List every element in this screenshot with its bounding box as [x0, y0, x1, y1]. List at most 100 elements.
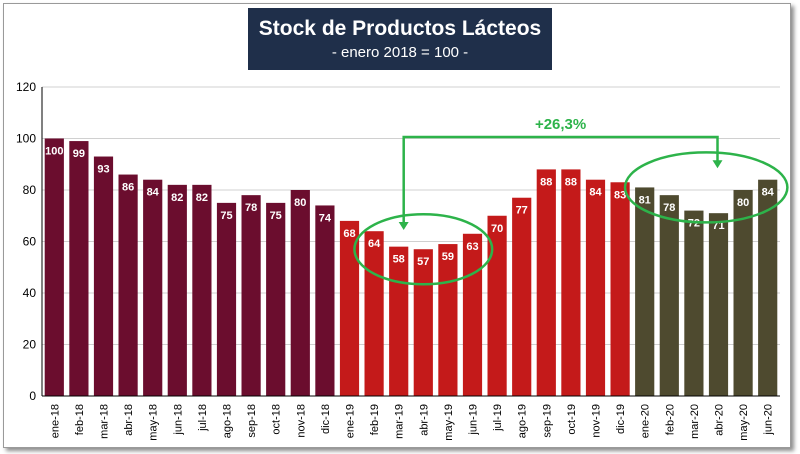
- bar-value-label: 75: [270, 210, 282, 222]
- bar-value-label: 74: [319, 212, 332, 224]
- y-tick-label: 20: [23, 338, 37, 352]
- y-tick-label: 100: [16, 132, 36, 146]
- bar: [167, 184, 187, 396]
- bar-value-label: 78: [663, 202, 675, 214]
- bar-value-label: 99: [73, 148, 85, 160]
- bar: [192, 184, 212, 396]
- bar-value-label: 70: [491, 223, 503, 235]
- bars: 100 99 93 86 84 82 82 75 78 75 80 74 68 64 58 57 59 63 70 7…: [44, 138, 778, 396]
- bar: [462, 233, 483, 396]
- bar: [364, 231, 384, 396]
- bar-value-label: 78: [245, 202, 257, 214]
- bar: [241, 195, 261, 396]
- bar-value-label: 88: [565, 176, 577, 188]
- bar: [315, 205, 335, 396]
- x-tick-label: sep-19: [541, 404, 553, 438]
- bar-value-label: 86: [122, 182, 134, 194]
- x-tick-label: ene-18: [49, 404, 61, 438]
- bar: [635, 187, 655, 396]
- bar: [733, 190, 753, 396]
- x-tick-label: feb-18: [74, 404, 86, 435]
- bar: [93, 156, 114, 396]
- x-tick-label: jul-19: [492, 404, 504, 432]
- x-tick-label: jun-19: [468, 404, 480, 436]
- bar-value-label: 68: [343, 228, 355, 240]
- gridlines: [42, 86, 780, 345]
- x-tick-label: abr-19: [418, 404, 430, 436]
- x-tick-label: jul-18: [197, 404, 209, 432]
- bar: [708, 213, 729, 396]
- axes: 0 20 40 60 80 100 120 ene-18 feb-18 mar-18 abr-18 m…: [16, 80, 780, 441]
- x-tick-label: ene-19: [345, 404, 357, 438]
- bar: [610, 182, 630, 396]
- bar: [266, 202, 286, 396]
- bar: [413, 249, 433, 396]
- x-tick-label: ago-19: [517, 404, 529, 438]
- annotation: +26,3%: [353, 116, 789, 286]
- x-tick-label: ene-20: [640, 404, 652, 438]
- bar-value-label: 100: [45, 146, 63, 158]
- chart-title: Stock de Productos Lácteos: [258, 17, 542, 40]
- bar: [69, 141, 89, 396]
- bar-value-label: 80: [294, 197, 306, 209]
- bar-value-label: 81: [639, 194, 651, 206]
- x-tick-label: jun-18: [172, 404, 184, 436]
- bar-value-label: 57: [417, 256, 429, 268]
- y-tick-label: 60: [23, 235, 37, 249]
- annotation-text: +26,3%: [535, 116, 586, 133]
- x-tick-label: oct-19: [566, 404, 578, 435]
- bar: [659, 195, 679, 396]
- x-tick-label: may-18: [148, 404, 160, 441]
- x-tick-label: mar-19: [394, 404, 406, 439]
- bar-value-label: 75: [220, 210, 232, 222]
- bar-value-label: 84: [147, 187, 160, 199]
- bar: [339, 220, 360, 396]
- bar-value-label: 58: [393, 254, 405, 266]
- bar: [389, 246, 409, 396]
- x-tick-label: dic-19: [615, 404, 627, 434]
- bar-value-label: 64: [368, 238, 381, 250]
- x-tick-label: may-19: [443, 404, 455, 441]
- x-tick-label: ago-18: [222, 404, 234, 438]
- bar: [438, 244, 458, 396]
- bar-value-label: 63: [466, 241, 478, 253]
- bar-value-label: 72: [688, 218, 700, 230]
- bar-value-label: 83: [614, 189, 626, 201]
- bar: [143, 179, 163, 396]
- bar-value-label: 84: [589, 187, 602, 199]
- y-tick-label: 120: [16, 80, 36, 94]
- bar: [512, 197, 532, 396]
- bar: [758, 179, 778, 396]
- chart-subtitle: - enero 2018 = 100 -: [331, 44, 469, 61]
- bar: [585, 179, 606, 396]
- arrow-head: [712, 160, 723, 169]
- bar-value-label: 80: [737, 197, 749, 209]
- x-tick-label: jun-20: [763, 404, 775, 436]
- x-tick-label: abr-20: [714, 404, 726, 436]
- x-tick-label: mar-18: [99, 404, 111, 439]
- bar-value-label: 82: [171, 192, 183, 204]
- x-tick-label: sep-18: [246, 404, 258, 438]
- bar: [290, 190, 310, 396]
- bar: [561, 169, 581, 396]
- bar: [216, 202, 237, 396]
- y-tick-label: 80: [23, 183, 37, 197]
- x-tick-label: nov-18: [295, 404, 307, 438]
- y-tick-label: 40: [23, 286, 37, 300]
- x-tick-label: abr-18: [123, 404, 135, 436]
- bar-value-label: 88: [540, 176, 552, 188]
- x-tick-label: dic-18: [320, 404, 332, 434]
- x-tick-label: mar-20: [689, 404, 701, 439]
- bar: [684, 210, 704, 396]
- arrow-head: [398, 222, 409, 231]
- bar-value-label: 77: [516, 205, 528, 217]
- bar: [118, 174, 138, 396]
- highlight-ellipse: [353, 212, 494, 286]
- x-tick-label: may-20: [738, 404, 750, 441]
- x-tick-label: feb-20: [664, 404, 676, 435]
- y-tick-label: 0: [29, 389, 36, 403]
- bar: [536, 169, 556, 396]
- bar: [487, 215, 507, 396]
- title-box: Stock de Productos Lácteos - enero 2018 …: [248, 8, 552, 70]
